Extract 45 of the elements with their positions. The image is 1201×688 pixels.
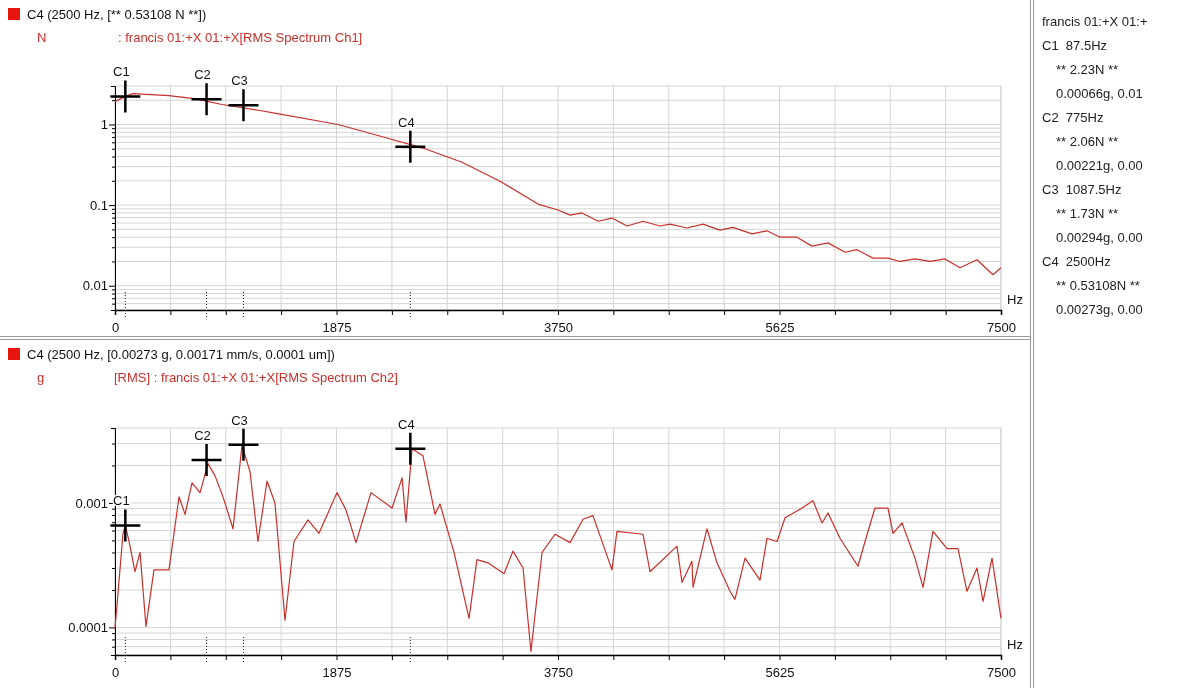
annotation: C3 [231, 73, 248, 89]
y-tick-label: 0.001 [75, 495, 108, 511]
y-tick-label: 0.1 [89, 197, 108, 213]
text: C3 1087.5Hz [1042, 181, 1123, 199]
annotation: C1 [113, 64, 130, 80]
chart-subtitle: : francis 01:+X 01:+X[RMS Spectrum Ch1] [118, 30, 363, 45]
x-tick-label: 5625 [765, 320, 795, 336]
text: C1 87.5Hz [1042, 37, 1109, 55]
annotation: C2 [194, 428, 211, 444]
text: ** 0.53108N ** [1055, 277, 1141, 295]
text: C2 775Hz [1042, 109, 1105, 127]
line-series [114, 93, 1002, 276]
x-axis-title: Hz [1007, 637, 1023, 652]
annotation: C4 [398, 416, 415, 432]
text: 0.00273g, 0.00 [1055, 301, 1144, 319]
x-tick-label: 3750 [544, 665, 573, 681]
text: ** 2.06N ** [1055, 133, 1120, 151]
text: francis 01:+X 01:+ [1042, 13, 1149, 31]
y-axis-title: N [37, 30, 47, 45]
x-tick-label: 0 [111, 665, 120, 681]
x-axis-title: Hz [1007, 292, 1023, 307]
x-tick-label: 5625 [765, 665, 795, 681]
x-tick-label: 7500 [987, 665, 1016, 681]
y-tick-label: 0.01 [82, 278, 108, 294]
x-tick-label: 7500 [987, 320, 1016, 336]
annotation: C2 [194, 67, 211, 83]
text: ** 1.73N ** [1055, 205, 1120, 223]
y-axis-title: g [37, 370, 45, 385]
annotation: C4 [398, 114, 415, 130]
chart-title: C4 (2500 Hz, [0.00273 g, 0.00171 mm/s, 0.0001 um]) [27, 347, 335, 362]
chart-title: C4 (2500 Hz, [** 0.53108 N **]) [27, 7, 207, 22]
text: C4 2500Hz [1042, 253, 1112, 271]
y-tick-label: 1 [100, 117, 108, 133]
text: 0.00221g, 0.00 [1055, 157, 1144, 175]
text: ** 2.23N ** [1055, 61, 1120, 79]
x-tick-label: 1875 [322, 320, 352, 336]
line-series [114, 444, 1002, 653]
annotation: C3 [231, 412, 248, 428]
x-tick-label: 1875 [322, 665, 352, 681]
text: 0.00294g, 0.00 [1055, 229, 1144, 247]
y-tick-label: 0.0001 [68, 620, 108, 636]
x-tick-label: 3750 [544, 320, 573, 336]
text: 0.00066g, 0.01 [1055, 85, 1144, 103]
chart-subtitle: [RMS] : francis 01:+X 01:+X[RMS Spectrum Ch2] [114, 370, 398, 385]
x-tick-label: 0 [111, 320, 120, 336]
